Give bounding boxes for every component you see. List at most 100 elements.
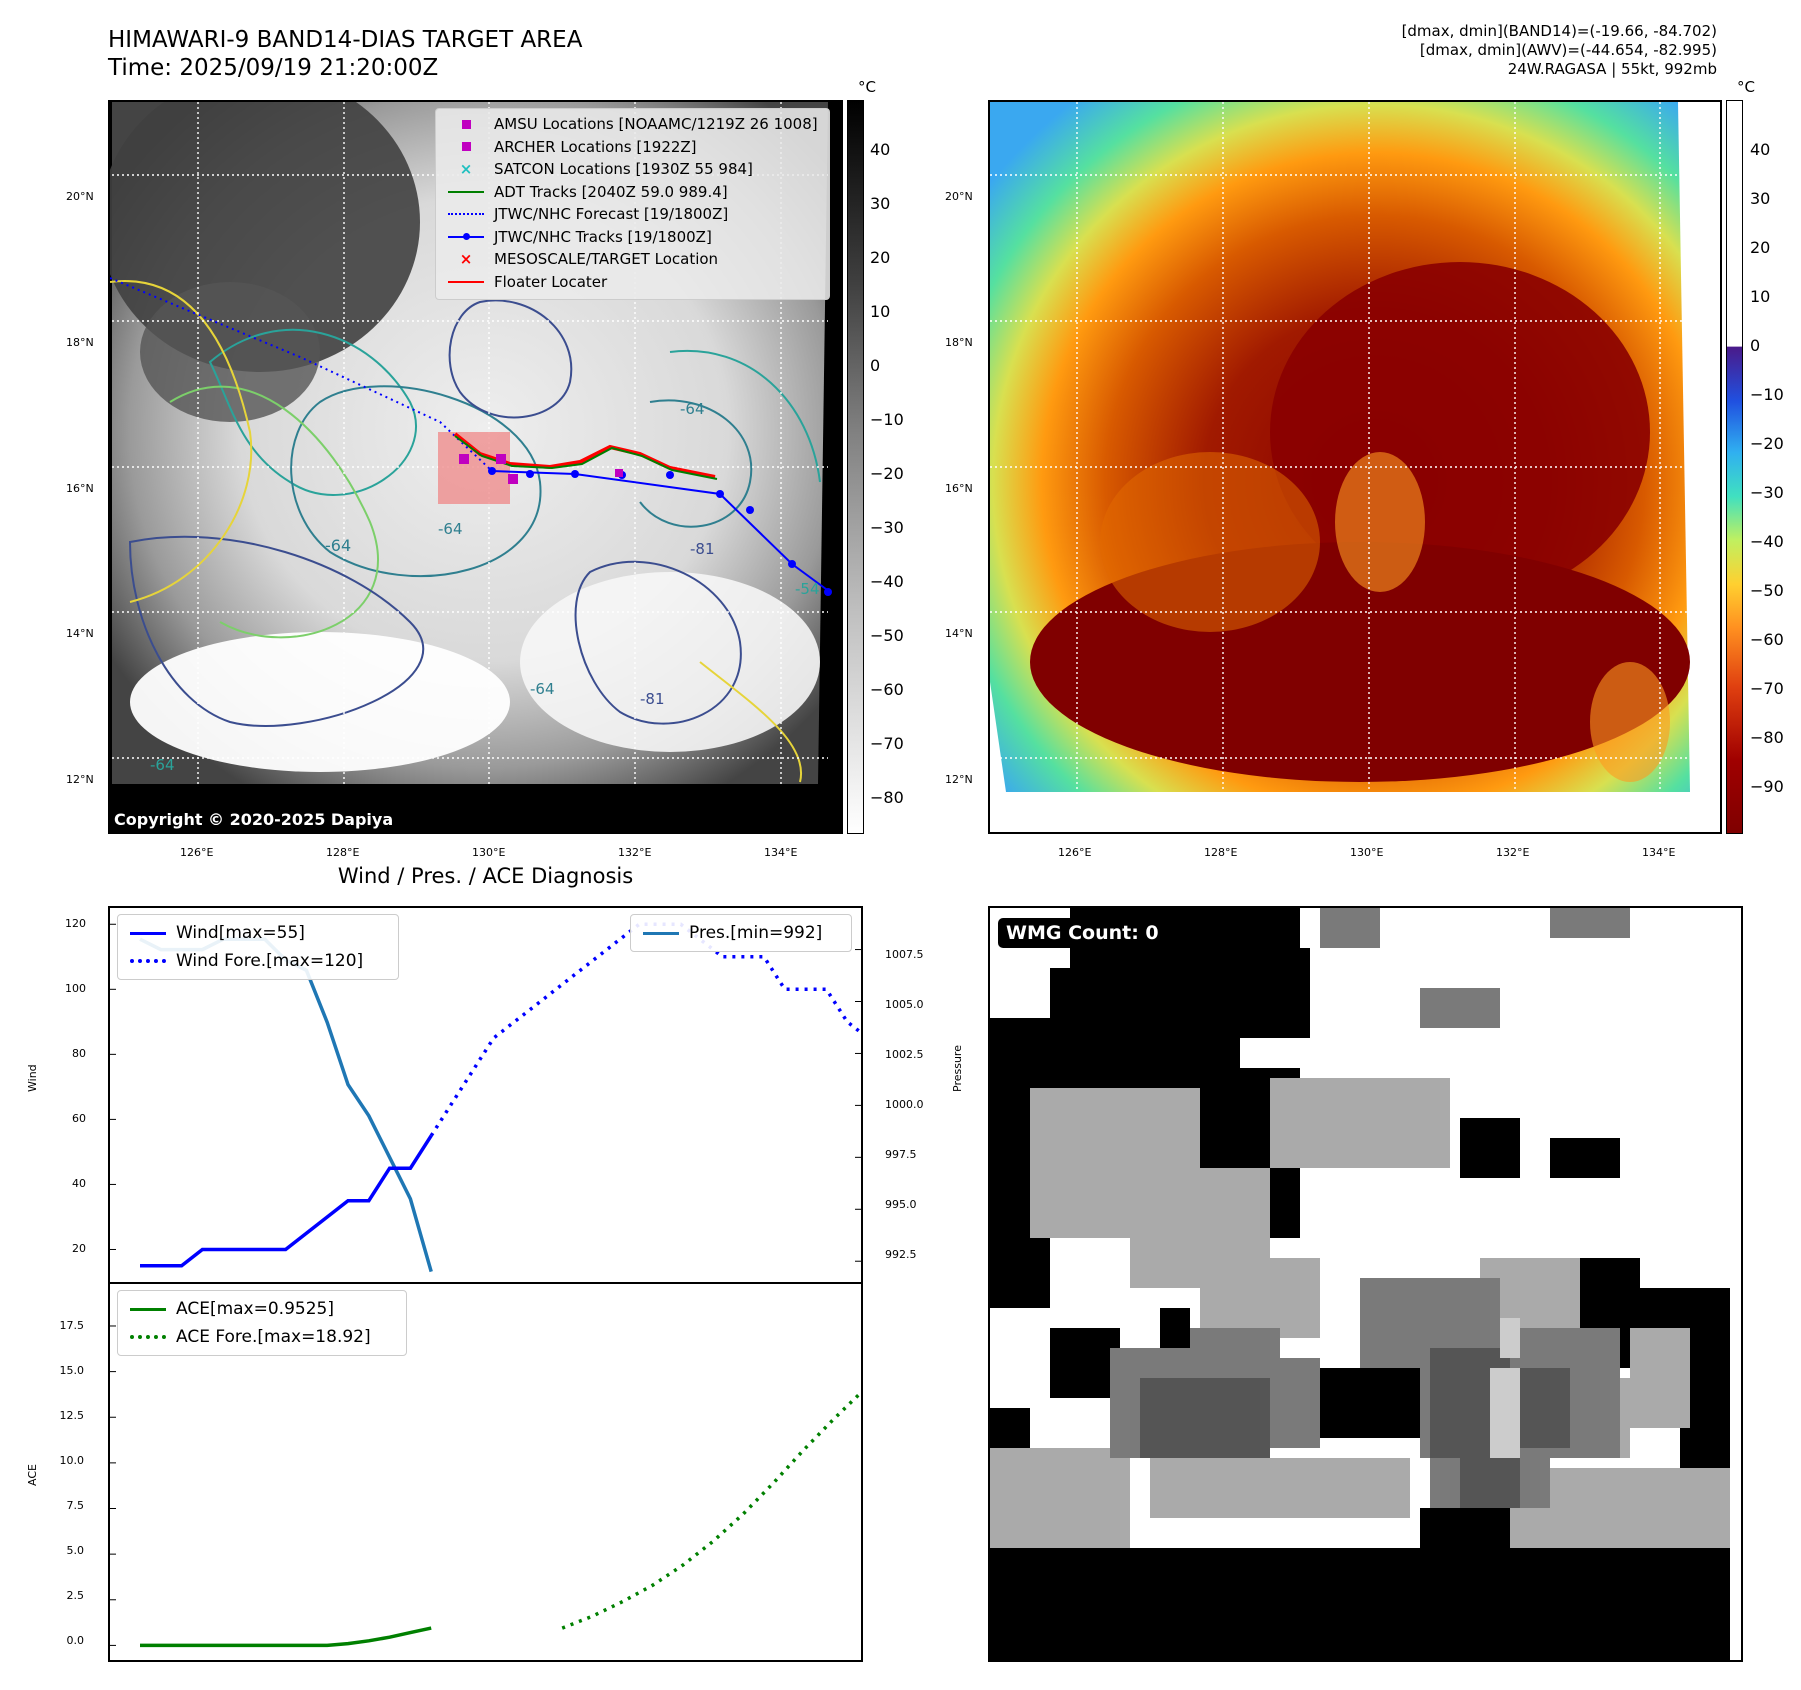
legend-item: × MESOSCALE/TARGET Location [444, 248, 821, 271]
colorbar-tick: −60 [1750, 630, 1784, 649]
legend-label: Pres.[min=992] [689, 923, 823, 943]
lon-label: 132°E [618, 846, 652, 859]
colorbar-tick: 30 [870, 194, 891, 213]
legend-item: Floater Locater [444, 271, 821, 294]
info-storm: 24W.RAGASA | 55kt, 992mb [1507, 60, 1717, 78]
ace-panel [108, 1282, 1016, 1662]
wind-line [140, 1134, 433, 1268]
wind-tick: 80 [72, 1047, 86, 1060]
x-marker-icon: × [459, 250, 473, 269]
x-marker-icon: × [459, 160, 473, 179]
ace-tick: 15.0 [59, 1364, 85, 1377]
pressure-tick: 995.0 [885, 1198, 917, 1211]
legend-item: AMSU Locations [NOAAMC/1219Z 26 1008] [444, 113, 821, 136]
copyright: Copyright © 2020-2025 Dapiya [110, 808, 398, 831]
colorbar-tick: 10 [870, 302, 891, 321]
contour-label: -64 [680, 400, 705, 418]
ace-tick: 17.5 [59, 1319, 85, 1332]
dotted-line-icon [126, 959, 170, 963]
left-colorbar [847, 100, 864, 834]
wind-tick: 20 [72, 1242, 86, 1255]
ace-tick: 10.0 [59, 1454, 85, 1467]
lon-label: 126°E [1058, 846, 1092, 859]
pressure-tick: 1005.0 [885, 998, 924, 1011]
lat-label: 16°N [945, 482, 973, 495]
lon-label: 134°E [1642, 846, 1676, 859]
colorbar-unit: °C [858, 78, 876, 96]
lon-label: 134°E [764, 846, 798, 859]
legend-label: MESOSCALE/TARGET Location [494, 250, 719, 269]
square-marker-icon [444, 142, 488, 152]
colorbar-tick: −50 [870, 626, 904, 645]
wind-tick: 60 [72, 1112, 86, 1125]
lat-label: 16°N [66, 482, 94, 495]
info-band14: [dmax, dmin](BAND14)=(-19.66, -84.702) [1401, 22, 1717, 40]
info-block: [dmax, dmin](BAND14)=(-19.66, -84.702) [… [1402, 22, 1717, 79]
legend-item: JTWC/NHC Forecast [19/1800Z] [444, 203, 821, 226]
lat-label: 14°N [66, 627, 94, 640]
colorbar-tick: 10 [1750, 287, 1771, 306]
lat-label: 18°N [945, 336, 973, 349]
legend-label: AMSU Locations [NOAAMC/1219Z 26 1008] [494, 115, 818, 134]
legend-item: JTWC/NHC Tracks [19/1800Z] [444, 226, 821, 249]
legend-label: ADT Tracks [2040Z 59.0 989.4] [494, 182, 728, 201]
colorbar-tick: −70 [870, 734, 904, 753]
wind-ylabel: Wind [26, 1064, 39, 1092]
wind-tick: 120 [65, 917, 86, 930]
ace-forecast-line [561, 1298, 1016, 1630]
line-marker-icon [639, 931, 683, 935]
lat-label: 14°N [945, 627, 973, 640]
lat-label: 12°N [945, 773, 973, 786]
colorbar-tick: −10 [1750, 385, 1784, 404]
pressure-ylabel: Pressure [951, 1045, 964, 1092]
colorbar-tick: 20 [870, 248, 891, 267]
legend-label: SATCON Locations [1930Z 55 984] [494, 160, 753, 179]
pressure-tick: 1002.5 [885, 1048, 924, 1061]
dotted-line-icon [444, 213, 488, 216]
colorbar-tick: 0 [870, 356, 881, 375]
legend-label: Floater Locater [494, 272, 608, 291]
wind-tick: 40 [72, 1177, 86, 1190]
colorbar-tick: 30 [1750, 189, 1771, 208]
wmg-image [990, 908, 1741, 1660]
lat-label: 12°N [66, 773, 94, 786]
ace-tick: 2.5 [66, 1589, 85, 1602]
lon-label: 126°E [180, 846, 214, 859]
ace-tick: 0.0 [66, 1634, 85, 1647]
colorbar-tick: −90 [1750, 777, 1784, 796]
ace-legend: ACE[max=0.9525] ACE Fore.[max=18.92] [117, 1290, 407, 1356]
colorbar-tick: −50 [1750, 581, 1784, 600]
contour-label: -64 [438, 520, 463, 538]
colorbar-tick: 0 [1750, 336, 1761, 355]
right-colorbar [1726, 100, 1743, 834]
legend-item: Wind Fore.[max=120] [126, 947, 390, 975]
lat-label: 18°N [66, 336, 94, 349]
line-marker-icon [444, 280, 488, 283]
contour-label: -64 [325, 536, 352, 555]
right-map-image [990, 102, 1690, 792]
ace-tick: 12.5 [59, 1409, 85, 1422]
colorbar-unit: °C [1737, 78, 1755, 96]
legend-item: Pres.[min=992] [639, 919, 843, 947]
figure-title: HIMAWARI-9 BAND14-DIAS TARGET AREA [108, 27, 583, 53]
info-awv: [dmax, dmin](AWV)=(-44.654, -82.995) [1419, 41, 1717, 59]
legend-item: ADT Tracks [2040Z 59.0 989.4] [444, 181, 821, 204]
colorbar-tick: −20 [1750, 434, 1784, 453]
legend-item: ACE[max=0.9525] [126, 1295, 398, 1323]
line-dot-icon [444, 233, 488, 241]
lon-label: 128°E [326, 846, 360, 859]
diagnosis-title: Wind / Pres. / ACE Diagnosis [337, 864, 634, 888]
colorbar-tick: −40 [870, 572, 904, 591]
colorbar-tick: 20 [1750, 238, 1771, 257]
ace-tick: 5.0 [66, 1544, 85, 1557]
lon-label: 132°E [1496, 846, 1530, 859]
legend-label: JTWC/NHC Forecast [19/1800Z] [494, 205, 729, 224]
colorbar-tick: −60 [870, 680, 904, 699]
lon-label: 128°E [1204, 846, 1238, 859]
legend-label: ACE[max=0.9525] [176, 1299, 334, 1319]
line-marker-icon [126, 1307, 170, 1311]
wind-legend: Wind[max=55] Wind Fore.[max=120] [117, 914, 399, 980]
legend-item: × SATCON Locations [1930Z 55 984] [444, 158, 821, 181]
contour-label: -54 [795, 580, 820, 598]
pressure-legend: Pres.[min=992] [630, 914, 852, 952]
